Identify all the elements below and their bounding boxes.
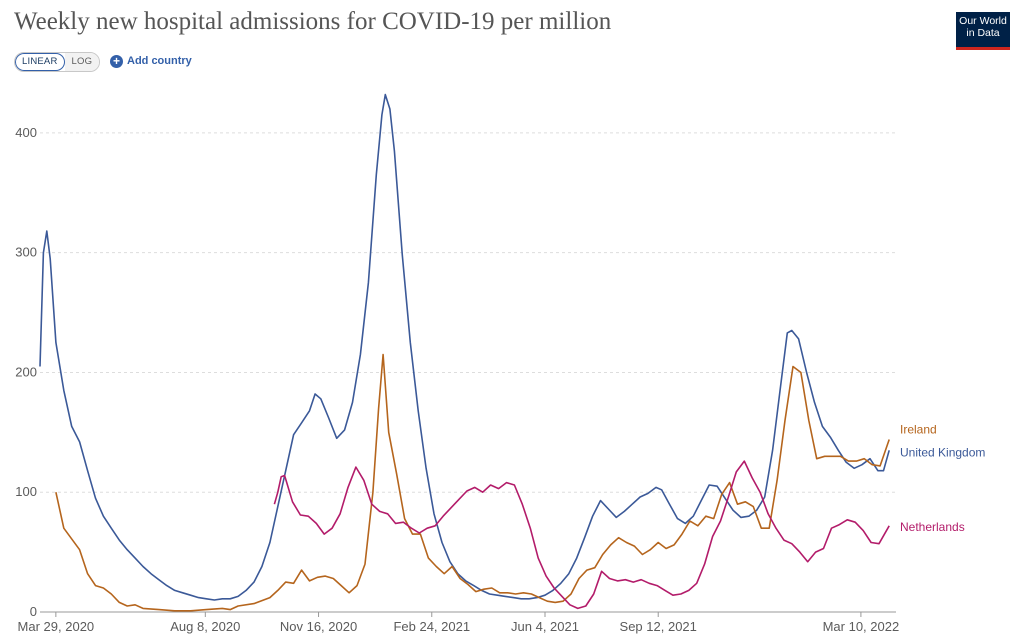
y-tick-label: 100	[15, 484, 37, 499]
x-axis: Mar 29, 2020 Aug 8, 2020 Nov 16, 2020 Feb 2…	[18, 612, 900, 634]
series-labels: United Kingdom Ireland Netherlands	[900, 423, 985, 534]
log-scale-button[interactable]: LOG	[64, 53, 100, 71]
x-tick-label: Jun 4, 2021	[511, 619, 579, 634]
y-tick-label: 200	[15, 364, 37, 379]
x-tick-label: Feb 24, 2021	[393, 619, 470, 634]
add-country-label: Add country	[127, 55, 192, 67]
plus-circle-icon: +	[110, 54, 123, 68]
grid	[40, 132, 896, 613]
add-country-button[interactable]: + Add country	[110, 53, 192, 69]
series-line-netherlands[interactable]	[273, 460, 890, 610]
series-line-ireland[interactable]	[55, 353, 890, 612]
x-tick-label: Mar 29, 2020	[18, 619, 95, 634]
series-lines	[39, 93, 890, 612]
linear-scale-button[interactable]: LINEAR	[15, 53, 65, 71]
chart-title: Weekly new hospital admissions for COVID…	[14, 8, 612, 35]
x-tick-label: Nov 16, 2020	[280, 619, 357, 634]
logo-line-2: in Data	[966, 27, 1000, 39]
series-line-united-kingdom[interactable]	[39, 93, 890, 601]
series-label-united-kingdom: United Kingdom	[900, 445, 985, 459]
owid-logo[interactable]: Our World in Data	[956, 12, 1010, 50]
logo-line-1: Our World	[959, 15, 1007, 27]
x-tick-label: Sep 12, 2021	[620, 619, 697, 634]
y-tick-label: 300	[15, 245, 37, 260]
y-tick-label: 400	[15, 125, 37, 140]
scale-toggle: LINEAR LOG	[14, 52, 101, 72]
series-label-netherlands: Netherlands	[900, 520, 965, 534]
y-tick-label: 0	[30, 604, 37, 619]
x-tick-label: Aug 8, 2020	[170, 619, 240, 634]
series-label-ireland: Ireland	[900, 423, 937, 437]
x-tick-label: Mar 10, 2022	[823, 619, 900, 634]
y-axis: 0 100 200 300 400	[15, 125, 37, 619]
